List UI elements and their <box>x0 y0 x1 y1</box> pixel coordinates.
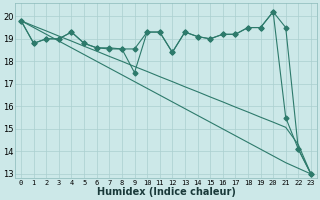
X-axis label: Humidex (Indice chaleur): Humidex (Indice chaleur) <box>97 187 236 197</box>
